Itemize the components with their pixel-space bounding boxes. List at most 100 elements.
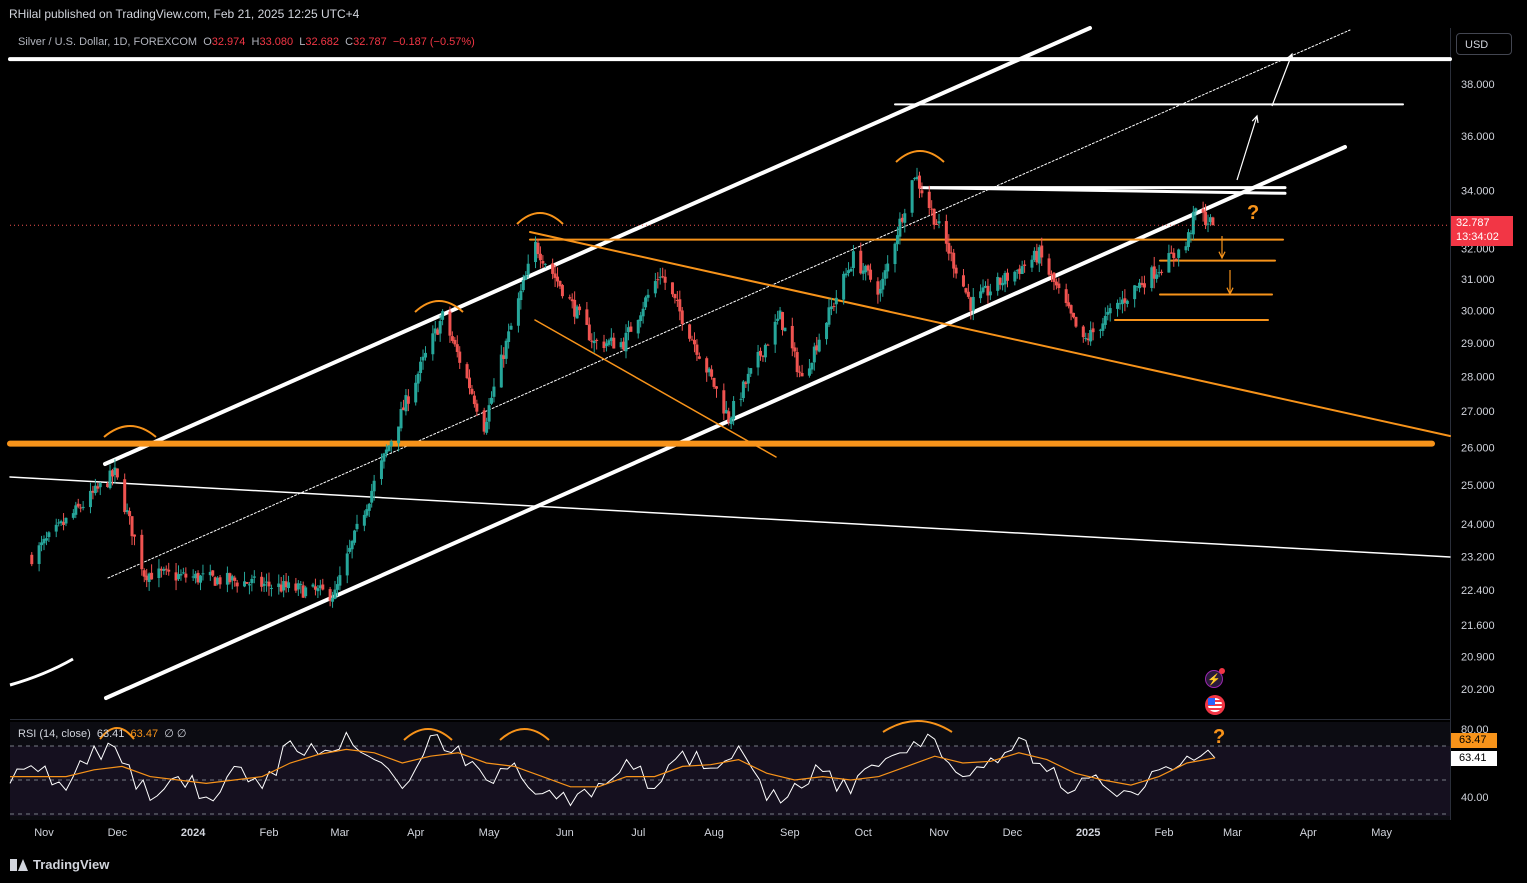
symbol-legend[interactable]: Silver / U.S. Dollar, 1D, FOREXCOM O32.9… <box>18 36 475 48</box>
candle-body <box>502 355 506 359</box>
candle-body <box>98 483 102 488</box>
candle-body <box>898 218 902 237</box>
candle-body <box>465 364 469 379</box>
candle-body <box>174 572 178 581</box>
candle-body <box>869 269 873 280</box>
candle-body <box>379 460 383 479</box>
candle-body <box>74 505 78 515</box>
price-tick-label: 23.200 <box>1461 551 1495 563</box>
candle-body <box>448 311 452 336</box>
candle-body <box>560 285 564 297</box>
candle-body <box>763 344 767 358</box>
rsi-top-arc <box>403 728 453 741</box>
tradingview-logo[interactable]: TradingView <box>10 857 109 872</box>
candle-body <box>194 573 198 579</box>
candle-body <box>57 522 61 524</box>
up-arrow <box>1271 53 1293 107</box>
rsi-title: RSI (14, close) <box>18 728 91 740</box>
time-tick-label: May <box>1371 827 1392 839</box>
candle-body <box>749 368 753 374</box>
price-pane <box>10 28 1450 718</box>
candle-body <box>81 506 85 509</box>
candle-body <box>988 291 992 296</box>
down-arrow-head <box>1226 287 1234 296</box>
candle-body <box>282 581 286 591</box>
candle-body <box>966 291 970 297</box>
rsi-extra: ∅ ∅ <box>164 728 187 740</box>
candle-body <box>1091 328 1095 333</box>
candle-body <box>113 467 117 475</box>
candle-body <box>778 310 782 320</box>
candle-body <box>269 587 273 589</box>
candle-body <box>1084 338 1088 340</box>
candle-body <box>1174 258 1178 260</box>
candle-body <box>656 279 660 281</box>
candle-body <box>920 190 924 194</box>
candle-body <box>1184 246 1188 251</box>
candle-body <box>1204 211 1208 225</box>
candle-body <box>663 276 667 283</box>
candle-body <box>1152 266 1156 279</box>
price-tick-label: 20.200 <box>1461 684 1495 696</box>
candle-body <box>108 470 112 489</box>
rsi-legend[interactable]: RSI (14, close) 63.41 63.47 ∅ ∅ <box>18 727 186 740</box>
price-tick-label: 28.000 <box>1461 371 1495 383</box>
candle-body <box>106 483 110 487</box>
candle-body <box>619 342 623 348</box>
candle-body <box>218 577 222 585</box>
time-tick-label: Aug <box>704 827 724 839</box>
candle-body <box>622 341 626 350</box>
price-tick-label: 29.000 <box>1461 338 1495 350</box>
candle-body <box>536 242 540 255</box>
candle-body <box>243 581 247 587</box>
candle-body <box>1157 272 1161 274</box>
candle-body <box>333 589 337 599</box>
candle-body <box>287 582 291 589</box>
candle-body <box>609 337 613 341</box>
candle-body <box>793 347 797 352</box>
candle-body <box>979 291 983 299</box>
candle-body <box>397 426 401 444</box>
candle-body <box>365 509 369 516</box>
candle-body <box>986 285 990 296</box>
candle-body <box>1037 247 1041 264</box>
candle-body <box>162 568 166 571</box>
candle-body <box>199 575 203 583</box>
candle-body <box>1013 271 1017 282</box>
lightning-event-icon[interactable]: ⚡ <box>1205 668 1225 688</box>
candle-body <box>1023 264 1027 266</box>
candle-body <box>516 298 520 326</box>
candle-body <box>847 270 851 274</box>
candle-body <box>624 332 628 352</box>
brand-name: TradingView <box>33 857 110 872</box>
candle-body <box>900 217 904 222</box>
candle-body <box>724 409 728 414</box>
candle-body <box>1035 251 1039 263</box>
candle-body <box>321 584 325 590</box>
currency-button[interactable]: USD <box>1456 33 1512 55</box>
candle-body <box>587 324 591 341</box>
candle-body <box>675 300 679 302</box>
candle-body <box>277 583 281 588</box>
candle-body <box>115 468 119 478</box>
candle-body <box>345 553 349 576</box>
candle-body <box>1101 323 1105 331</box>
rsi-ma-tag: 63.47 <box>1451 733 1497 748</box>
candle-body <box>798 371 802 373</box>
candle-body <box>110 470 114 477</box>
candle-body <box>318 585 322 588</box>
candle-body <box>844 273 848 276</box>
candle-body <box>952 252 956 269</box>
up-arrow-head <box>1251 114 1259 124</box>
rsi-tick-label: 40.00 <box>1461 792 1489 804</box>
candle-body <box>382 453 386 462</box>
us-flag-icon[interactable] <box>1205 695 1225 715</box>
candle-body <box>267 581 271 587</box>
candle-body <box>142 570 146 577</box>
candle-body <box>260 576 264 587</box>
candle-body <box>876 281 880 295</box>
candle-body <box>216 577 220 585</box>
time-axis: Nov Dec 2024 Feb Mar Apr May Jun Jul Aug Sep Oct Nov… <box>34 827 1392 839</box>
